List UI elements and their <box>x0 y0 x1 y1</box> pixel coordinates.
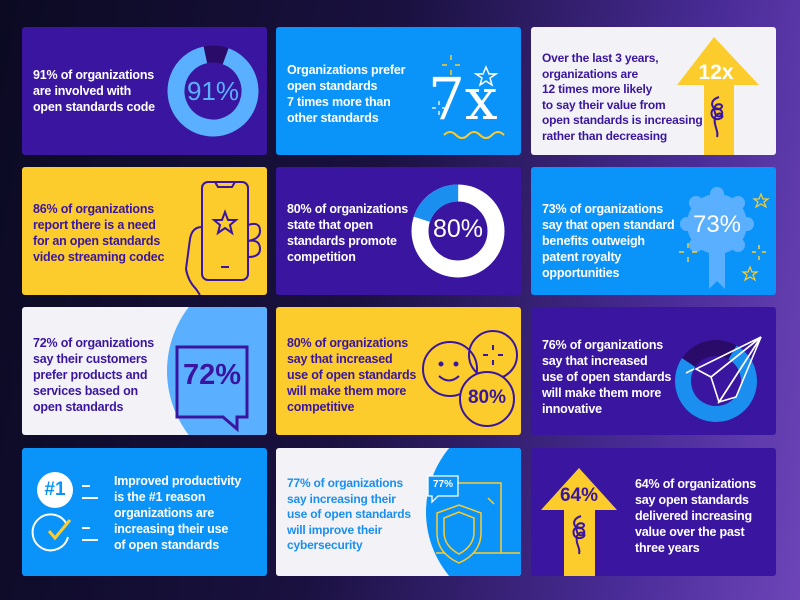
card-text: 80% of organizations state that open sta… <box>287 202 409 264</box>
stat-value: 7x <box>428 65 498 133</box>
card-text: 64% of organizations say open standards … <box>635 477 757 555</box>
stat-value: 80% <box>467 387 507 408</box>
stat-card-86-video-codec: 86% of organizations report there is a n… <box>22 167 267 295</box>
smiley-circles-icon <box>422 330 518 427</box>
stat-value: 12x <box>698 61 734 84</box>
card-text: Organizations prefer open standards 7 ti… <box>287 63 406 125</box>
stat-card-77-cybersecurity: 77% 77% of organizations say increasing … <box>276 448 521 576</box>
card-text: 86% of organizations report there is a n… <box>33 202 165 264</box>
donut-chart-icon <box>167 45 259 137</box>
stat-card-76-innovative: 76% of organizations say that increased … <box>531 307 776 435</box>
speech-bubble-icon <box>167 307 267 435</box>
laptop-shield-icon <box>426 448 521 576</box>
stat-value: 72% <box>182 359 242 391</box>
stat-card-91-open-standards-code: 91% of organizations are involved with o… <box>22 27 267 155</box>
paper-plane-icon <box>675 336 762 422</box>
checklist-icon <box>31 472 98 552</box>
card-text: 73% of organizations say that open stand… <box>542 202 675 280</box>
stat-card-64-value: 64% 64% of organizations say open standa… <box>531 448 776 576</box>
stat-value: 77% <box>432 479 453 490</box>
stat-card-12x-value: Over the last 3 years, organizations are… <box>531 27 776 155</box>
stat-value: 91% <box>186 76 240 106</box>
stat-card-73-patent-royalty: 73% of organizations say that open stand… <box>531 167 776 295</box>
stat-value: 73% <box>692 211 742 238</box>
card-text: 72% of organizations say their customers… <box>33 336 155 414</box>
up-arrow-icon <box>541 468 617 576</box>
card-text: 77% of organizations say increasing thei… <box>287 476 411 552</box>
stat-card-80-competition: 80% of organizations state that open sta… <box>276 167 521 295</box>
card-text: 80% of organizations say that increased … <box>287 336 417 414</box>
stat-value: #1 <box>44 479 66 500</box>
card-text: 91% of organizations are involved with o… <box>33 68 155 114</box>
phone-in-hand-icon <box>184 181 262 295</box>
stat-value: 64% <box>559 485 599 506</box>
card-text: Over the last 3 years, organizations are… <box>542 51 703 143</box>
stat-card-80-competitive: 80% of organizations say that increased … <box>276 307 521 435</box>
donut-chart-icon <box>411 184 505 278</box>
stat-card-7x-preference: Organizations prefer open standards 7 ti… <box>276 27 521 155</box>
sparkle-star-icon <box>432 55 505 139</box>
award-badge-icon <box>679 187 770 289</box>
stat-card-72-customers: 72% of organizations say their customers… <box>22 307 267 435</box>
stat-card-1-productivity: #1 Improved productivity is the #1 reaso… <box>22 448 267 576</box>
card-text: 76% of organizations say that increased … <box>542 338 672 416</box>
up-arrow-icon <box>677 37 759 155</box>
card-text: Improved productivity is the #1 reason o… <box>114 474 242 552</box>
stat-value: 80% <box>432 215 484 243</box>
